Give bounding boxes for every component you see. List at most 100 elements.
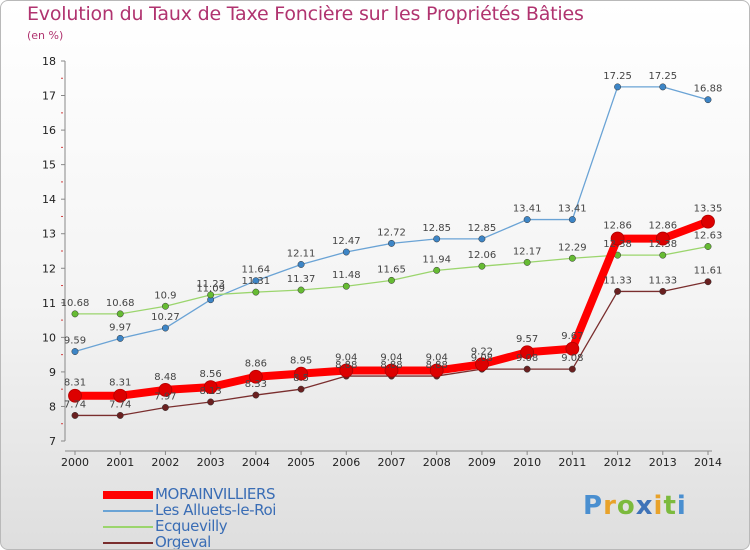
- x-tick-label: 2014: [694, 456, 722, 469]
- value-label-morainvilliers: 12.86: [603, 221, 632, 232]
- value-label-les-alluets-le-roi: 12.47: [332, 236, 361, 247]
- x-tick-label: 2003: [197, 456, 225, 469]
- value-label-orgeval: 8.33: [245, 379, 267, 390]
- value-label-les-alluets-le-roi: 10.27: [151, 312, 180, 323]
- data-point-les-alluets-le-roi: [704, 96, 712, 104]
- data-point-orgeval: [568, 365, 576, 373]
- y-tick-label: 7: [49, 435, 56, 448]
- value-label-les-alluets-le-roi: 9.59: [64, 336, 86, 347]
- value-label-les-alluets-le-roi: 9.97: [109, 322, 131, 333]
- value-label-morainvilliers: 8.56: [200, 369, 222, 380]
- data-point-morainvilliers: [565, 341, 580, 356]
- value-label-les-alluets-le-roi: 13.41: [558, 204, 587, 215]
- value-label-orgeval: 8.13: [200, 386, 222, 397]
- data-point-ecquevilly: [388, 276, 395, 284]
- data-point-ecquevilly: [523, 258, 531, 266]
- data-point-morainvilliers: [294, 366, 308, 381]
- x-tick-label: 2010: [513, 456, 541, 469]
- logo-letter: i: [653, 491, 664, 521]
- x-tick-label: 2011: [558, 456, 586, 469]
- value-label-les-alluets-le-roi: 11.09: [196, 284, 225, 295]
- data-point-morainvilliers: [429, 363, 444, 378]
- value-label-ecquevilly: 12.06: [468, 250, 497, 261]
- value-label-orgeval: 7.74: [109, 399, 131, 410]
- logo-letter: t: [663, 491, 677, 521]
- data-point-les-alluets-le-roi: [116, 334, 124, 342]
- value-label-orgeval: 11.33: [603, 275, 632, 286]
- x-tick-label: 2008: [423, 456, 451, 469]
- value-label-orgeval: 7.74: [64, 399, 86, 410]
- data-point-ecquevilly: [659, 251, 667, 259]
- data-point-orgeval: [523, 365, 531, 373]
- y-unit-label: (en %): [27, 29, 64, 42]
- legend-label-ecquevilly: Ecquevilly: [155, 517, 228, 535]
- value-label-morainvilliers: 12.86: [648, 221, 677, 232]
- x-tick-label: 2009: [468, 456, 496, 469]
- x-tick-label: 2013: [649, 456, 677, 469]
- data-point-les-alluets-le-roi: [297, 261, 305, 268]
- logo-letter: x: [635, 491, 654, 521]
- value-label-orgeval: 8.5: [293, 373, 309, 384]
- value-label-morainvilliers: 8.86: [245, 359, 267, 370]
- data-point-les-alluets-le-roi: [659, 83, 667, 91]
- data-point-les-alluets-le-roi: [433, 235, 441, 243]
- logo-letter: i: [676, 491, 687, 521]
- data-point-orgeval: [116, 411, 124, 419]
- data-point-ecquevilly: [71, 310, 79, 318]
- value-label-orgeval: 9.08: [516, 353, 538, 364]
- data-point-orgeval: [161, 404, 169, 411]
- data-point-orgeval: [252, 391, 260, 399]
- value-label-ecquevilly: 11.65: [377, 264, 406, 275]
- data-point-orgeval: [71, 411, 79, 419]
- legend-swatch-les-alluets-le-roi: [103, 510, 153, 512]
- value-label-les-alluets-le-roi: 12.11: [287, 248, 316, 259]
- series-layer: [68, 83, 715, 419]
- value-label-les-alluets-le-roi: 16.88: [694, 84, 723, 95]
- value-label-ecquevilly: 11.94: [422, 254, 451, 265]
- value-label-morainvilliers: 8.95: [290, 356, 312, 367]
- x-tick-label: 2005: [287, 456, 315, 469]
- value-label-orgeval: 8.88: [380, 360, 402, 371]
- data-point-les-alluets-le-roi: [342, 248, 350, 256]
- data-point-les-alluets-le-roi: [478, 235, 486, 243]
- value-label-les-alluets-le-roi: 17.25: [603, 71, 632, 82]
- y-tick-label: 18: [42, 55, 56, 68]
- y-tick-label: 17: [42, 90, 56, 103]
- data-point-les-alluets-le-roi: [388, 239, 395, 247]
- x-tick-label: 2007: [378, 456, 406, 469]
- value-labels-layer: 8.31 8.31 8.48 8.56 8.86 8.95 9.04 9.04 9.04 9.22…: [61, 71, 723, 411]
- value-label-ecquevilly: 12.38: [603, 239, 632, 250]
- value-label-les-alluets-le-roi: 17.25: [648, 71, 677, 82]
- data-point-morainvilliers: [339, 363, 354, 378]
- data-point-ecquevilly: [433, 266, 441, 274]
- value-label-ecquevilly: 10.9: [154, 290, 176, 301]
- data-point-morainvilliers: [158, 382, 173, 397]
- y-tick-label: 12: [42, 262, 56, 275]
- value-label-les-alluets-le-roi: 11.64: [242, 265, 271, 276]
- data-point-morainvilliers: [248, 369, 263, 384]
- legend-label-orgeval: Orgeval: [155, 533, 211, 550]
- y-tick-label: 9: [49, 366, 56, 379]
- data-point-orgeval: [207, 398, 215, 406]
- value-label-ecquevilly: 12.38: [648, 239, 677, 250]
- value-label-morainvilliers: 13.35: [694, 204, 723, 215]
- y-tick-label: 16: [42, 124, 56, 137]
- value-label-ecquevilly: 11.37: [287, 274, 316, 285]
- data-point-orgeval: [297, 385, 305, 393]
- legend-label-morainvilliers: MORAINVILLIERS: [155, 485, 276, 503]
- value-label-orgeval: 9.08: [471, 353, 493, 364]
- chart-title: Evolution du Taux de Taxe Foncière sur l…: [27, 3, 584, 25]
- data-point-morainvilliers: [384, 363, 399, 378]
- data-point-morainvilliers: [203, 380, 218, 395]
- value-label-orgeval: 11.61: [694, 266, 723, 277]
- value-label-ecquevilly: 12.17: [513, 246, 542, 257]
- data-point-les-alluets-le-roi: [71, 348, 79, 355]
- value-label-orgeval: 7.97: [154, 391, 176, 402]
- x-tick-label: 2012: [604, 456, 632, 469]
- data-point-ecquevilly: [704, 243, 712, 250]
- data-point-morainvilliers: [701, 214, 715, 229]
- value-label-morainvilliers: 8.31: [64, 378, 86, 389]
- y-tick-label: 14: [42, 193, 56, 206]
- x-tick-label: 2006: [332, 456, 360, 469]
